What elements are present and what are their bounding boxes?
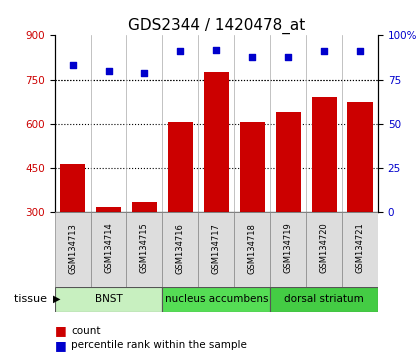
Text: nucleus accumbens: nucleus accumbens xyxy=(165,294,268,304)
Text: GSM134714: GSM134714 xyxy=(104,223,113,273)
Text: tissue: tissue xyxy=(14,294,50,304)
Bar xyxy=(55,212,91,287)
Text: count: count xyxy=(71,326,101,336)
Point xyxy=(105,68,112,74)
Text: GSM134713: GSM134713 xyxy=(68,223,77,274)
Bar xyxy=(270,212,306,287)
Bar xyxy=(204,72,229,212)
Text: ▶: ▶ xyxy=(52,294,60,304)
Point xyxy=(249,54,256,59)
Bar xyxy=(306,212,342,287)
Text: GSM134716: GSM134716 xyxy=(176,223,185,274)
Text: GSM134721: GSM134721 xyxy=(356,223,365,273)
Point xyxy=(321,48,328,54)
Bar xyxy=(55,287,163,312)
Title: GDS2344 / 1420478_at: GDS2344 / 1420478_at xyxy=(128,18,305,34)
Bar xyxy=(163,212,198,287)
Bar xyxy=(276,112,301,212)
Bar xyxy=(163,287,270,312)
Text: dorsal striatum: dorsal striatum xyxy=(284,294,364,304)
Bar xyxy=(60,164,85,212)
Bar xyxy=(240,121,265,212)
Bar xyxy=(342,212,378,287)
Text: GSM134718: GSM134718 xyxy=(248,223,257,274)
Point xyxy=(285,54,291,59)
Text: GSM134720: GSM134720 xyxy=(320,223,328,273)
Point xyxy=(177,48,184,54)
Text: GSM134717: GSM134717 xyxy=(212,223,221,274)
Point xyxy=(69,63,76,68)
Bar xyxy=(126,212,163,287)
Text: GSM134719: GSM134719 xyxy=(284,223,293,273)
Bar xyxy=(312,97,337,212)
Bar xyxy=(347,102,373,212)
Bar xyxy=(234,212,270,287)
Bar xyxy=(96,206,121,212)
Bar xyxy=(168,122,193,212)
Bar xyxy=(91,212,126,287)
Bar xyxy=(198,212,234,287)
Text: GSM134715: GSM134715 xyxy=(140,223,149,273)
Point xyxy=(213,47,220,52)
Point xyxy=(141,70,148,75)
Bar xyxy=(132,202,157,212)
Text: ■: ■ xyxy=(55,339,66,352)
Point xyxy=(357,48,363,54)
Text: percentile rank within the sample: percentile rank within the sample xyxy=(71,340,247,350)
Text: ■: ■ xyxy=(55,325,66,337)
Text: BNST: BNST xyxy=(94,294,122,304)
Bar xyxy=(270,287,378,312)
